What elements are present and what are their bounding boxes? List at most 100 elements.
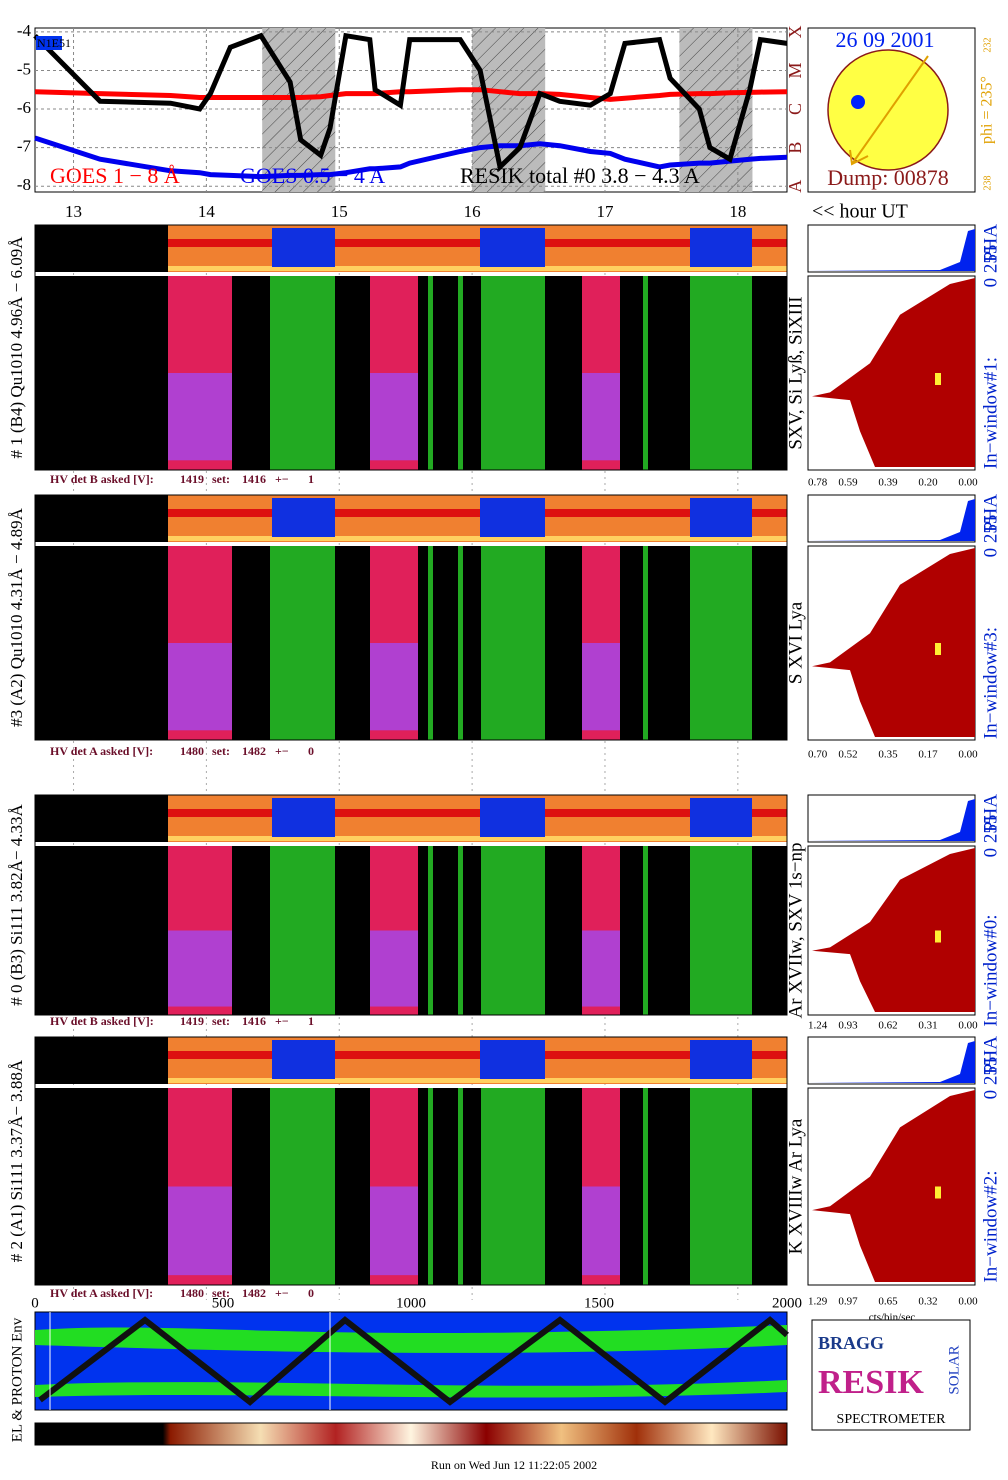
- sun-dump: Dump: 00878: [827, 165, 949, 190]
- hist-tick-label: 1.29: [808, 1296, 828, 1308]
- proton-band: [35, 1325, 787, 1353]
- hist-tick-label: 0.93: [838, 1020, 858, 1032]
- spectrum-hist: [812, 848, 975, 1012]
- strip-block: [690, 1040, 752, 1079]
- strip-block: [272, 1040, 335, 1079]
- strip-flux: [168, 225, 787, 272]
- channel-range: 0 255: [980, 815, 1001, 858]
- strip-block: [272, 798, 335, 837]
- x-tick-label: 15: [331, 202, 348, 221]
- spectrogram-frame: [34, 494, 788, 741]
- strip-band: [168, 536, 787, 541]
- hist-tick-label: 1.24: [808, 1020, 828, 1032]
- channel-range: 0 255: [980, 245, 1001, 288]
- hv-text: set:: [212, 1014, 230, 1028]
- spectrogram-block: [481, 276, 545, 470]
- hist-tick-label: 0.00: [958, 1296, 978, 1308]
- y-tick-label: -7: [17, 137, 32, 156]
- spectrogram-block: [428, 276, 433, 470]
- spectrogram-block: [643, 1088, 648, 1285]
- spectrogram-low: [168, 643, 232, 731]
- hv-text: HV det A asked [V]:: [50, 744, 153, 758]
- labels: -4 X -5 M -6 C -7 B -8 A 13 14 15 16 17 18 GOES 1 − 8 Å G…: [7, 21, 1001, 1472]
- line-ids: S XVI Lya: [785, 601, 806, 684]
- spectrogram-frame: [34, 794, 788, 1016]
- strip-block: [480, 228, 545, 267]
- hv-text: set:: [212, 1286, 230, 1300]
- legend-entry: GOES 1 − 8 Å: [50, 163, 180, 188]
- proton-axis-label: 2000: [772, 1295, 802, 1311]
- hist-tick-label: 0.20: [918, 477, 938, 489]
- detector-label: # 0 (B3) Si111 3.82Å− 4.33Å: [7, 804, 26, 1006]
- spectrogram-low: [168, 1186, 232, 1276]
- proton-axis-label: 1500: [584, 1295, 614, 1311]
- spectrogram-block: [428, 846, 433, 1015]
- spectrogram-block: [458, 546, 463, 740]
- hv-text: +−: [275, 744, 289, 758]
- hv-text: 1482: [242, 1286, 266, 1300]
- spectrogram-block: [690, 276, 752, 470]
- spectrogram-block: [643, 276, 648, 470]
- strip-band: [168, 836, 787, 841]
- region-box: [36, 36, 62, 50]
- x-tick-label: 13: [65, 202, 82, 221]
- spectrogram-frame: [34, 1036, 788, 1286]
- spectrogram-low: [582, 373, 620, 461]
- window-marker: [935, 1186, 941, 1199]
- hist-tick-label: 0.00: [958, 477, 978, 489]
- spectrogram-block: [690, 846, 752, 1015]
- spectrogram-block: [481, 1088, 545, 1285]
- spectrogram-low: [582, 643, 620, 731]
- pha-frame: [807, 494, 976, 543]
- hv-text: HV det B asked [V]:: [50, 472, 154, 486]
- strip-band: [168, 239, 787, 247]
- legend-entry: GOES 0.5 − 4 A: [240, 163, 385, 188]
- region-label: N1E51: [37, 36, 71, 50]
- strip-block: [690, 798, 752, 837]
- hist-tick-label: 0.97: [838, 1296, 858, 1308]
- hist-tick-label: 0.52: [838, 749, 857, 761]
- spectrum-hist: [812, 1090, 975, 1282]
- series-line: [33, 32, 788, 172]
- series-line: [34, 87, 788, 102]
- logo-spectrometer: SPECTROMETER: [837, 1412, 947, 1427]
- hist-tick-label: 0.32: [918, 1296, 937, 1308]
- proton-label: EL & PROTON Env: [9, 1317, 25, 1442]
- hist-tick-label: 0.39: [878, 477, 898, 489]
- spectrogram-low: [370, 1186, 418, 1276]
- strip-block: [480, 1040, 545, 1079]
- hv-text: 1416: [242, 1014, 266, 1028]
- hist-tick-label: 0.00: [958, 749, 978, 761]
- hv-text: HV det A asked [V]:: [50, 1286, 153, 1300]
- spectrogram-block: [643, 846, 648, 1015]
- hv-text: 1480: [180, 1286, 204, 1300]
- hist-tick-label: 0.65: [878, 1296, 898, 1308]
- spectrum-hist: [812, 548, 975, 737]
- sun-arrowhead: [849, 149, 869, 166]
- strip-block: [272, 228, 335, 267]
- strip-block: [272, 498, 335, 537]
- pha-label: PHA: [980, 224, 1001, 262]
- spectrogram-block: [270, 276, 335, 470]
- hist-tick-label: 0.00: [958, 1020, 978, 1032]
- sun-date: 26 09 2001: [836, 27, 935, 52]
- pha-label: PHA: [980, 1036, 1001, 1074]
- strip-band: [168, 509, 787, 517]
- grade-label: X: [785, 25, 805, 38]
- spectrogram-frame: [34, 224, 788, 471]
- y-tick-label: -4: [17, 21, 32, 40]
- spectrum-hist: [812, 278, 975, 467]
- x-tick-label: 17: [596, 202, 614, 221]
- hv-text: +−: [275, 1286, 289, 1300]
- window-marker: [935, 930, 941, 943]
- hv-text: HV det B asked [V]:: [50, 1014, 154, 1028]
- pha-label: PHA: [980, 794, 1001, 832]
- hv-text: 1: [308, 1014, 314, 1028]
- pha-frame: [807, 794, 976, 843]
- time-axis-label: << hour UT: [812, 201, 908, 223]
- spectrogram-block: [270, 546, 335, 740]
- detector-label: # 2 (A1) Si111 3.37Å− 3.88Å: [7, 1059, 26, 1262]
- strip-block: [480, 498, 545, 537]
